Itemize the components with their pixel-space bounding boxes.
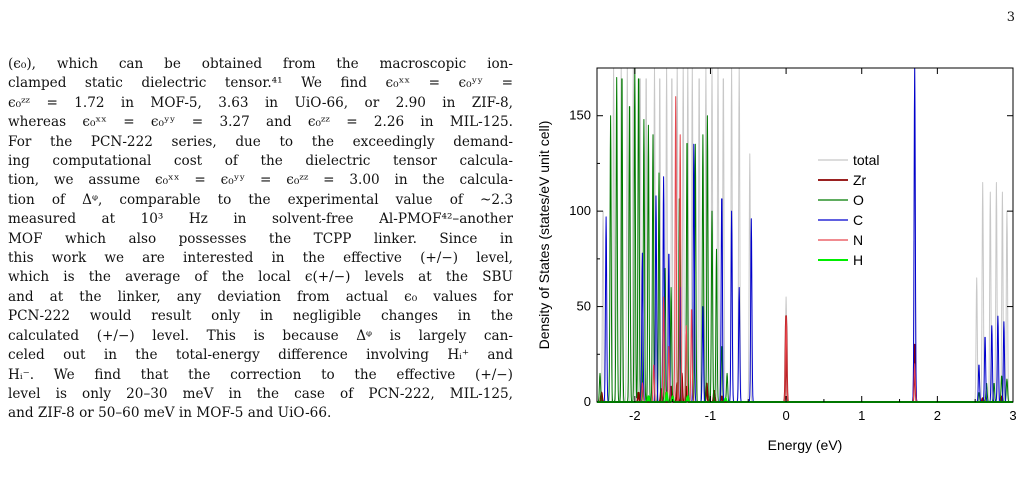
x-tick-label: 0 (782, 408, 789, 423)
text-line: (ϵ₀), which can be obtained from the mac… (8, 56, 513, 72)
text-line: ϵ₀ᶻᶻ = 1.72 in MOF-5, 3.63 in UiO-66, or… (8, 94, 513, 111)
body-text: (ϵ₀), which can be obtained from the mac… (8, 55, 513, 481)
legend-label-c: C (853, 212, 863, 228)
x-axis-label: Energy (eV) (768, 437, 843, 453)
text-line: this work we are interested in the effec… (8, 250, 513, 267)
text-line: clamped static dielectric tensor.⁴¹ We f… (8, 75, 513, 92)
text-line: celed out in the total-energy difference… (8, 347, 513, 364)
x-tick-label: 1 (858, 408, 865, 423)
x-tick-label: 3 (1009, 408, 1016, 423)
legend-label-h: H (853, 252, 863, 268)
x-tick-label: 2 (934, 408, 941, 423)
text-line: For the PCN-222 series, due to the excee… (8, 133, 513, 150)
y-tick-label: 150 (569, 108, 591, 123)
page-number: 3 (1006, 10, 1015, 25)
legend-label-total: total (853, 152, 879, 168)
text-line: tion of Δᵠ, comparable to the experiment… (8, 191, 513, 208)
y-tick-label: 50 (577, 299, 591, 314)
legend-label-zr: Zr (853, 172, 867, 188)
plot-frame (596, 67, 1014, 403)
dos-chart: -2 -1 0 1 2 3 0 50 100 150 Energy (eV) Density of… (536, 67, 1017, 453)
legend-label-o: O (853, 192, 864, 208)
text-line: PCN-222 would result only in negligible … (8, 308, 513, 325)
y-axis-label: Density of States (states/eV unit cell) (536, 121, 552, 350)
text-line: ing computational cost of the dielectric… (8, 153, 513, 170)
legend-label-n: N (853, 232, 863, 248)
text-line: and ZIF-8 or 50–60 meV in MOF-5 and UiO-… (8, 405, 332, 422)
text-line: calculated (+/−) level. This is because … (8, 327, 513, 344)
dos-figure: -2 -1 0 1 2 3 0 50 100 150 Energy (eV) Density of… (525, 58, 1025, 478)
text-line: tion, we assume ϵ₀ˣˣ = ϵ₀ʸʸ = ϵ₀ᶻᶻ = 3.0… (8, 172, 513, 189)
x-tick-label: -2 (629, 408, 641, 423)
text-line: MOF which also possesses the TCPP linker… (8, 230, 513, 247)
tick-layer: -2 -1 0 1 2 3 0 50 100 150 (569, 68, 1017, 423)
x-tick-label: -1 (705, 408, 717, 423)
curve-layer (596, 67, 1014, 403)
y-tick-label: 0 (584, 394, 591, 409)
text-line: whereas ϵ₀ˣˣ = ϵ₀ʸʸ = 3.27 and ϵ₀ᶻᶻ = 2.… (8, 114, 513, 131)
y-tick-label: 100 (569, 203, 591, 218)
text-line: Hᵢ⁻. We find that the correction to the … (8, 366, 513, 383)
text-line: which is the average of the local ϵ(+/−)… (8, 269, 513, 286)
text-line: measured at 10³ Hz in solvent-free Al-PM… (8, 211, 513, 228)
text-line: and at the linker, any deviation from ac… (8, 288, 513, 305)
text-line: level is only 20–30 meV in the case of P… (8, 385, 513, 402)
